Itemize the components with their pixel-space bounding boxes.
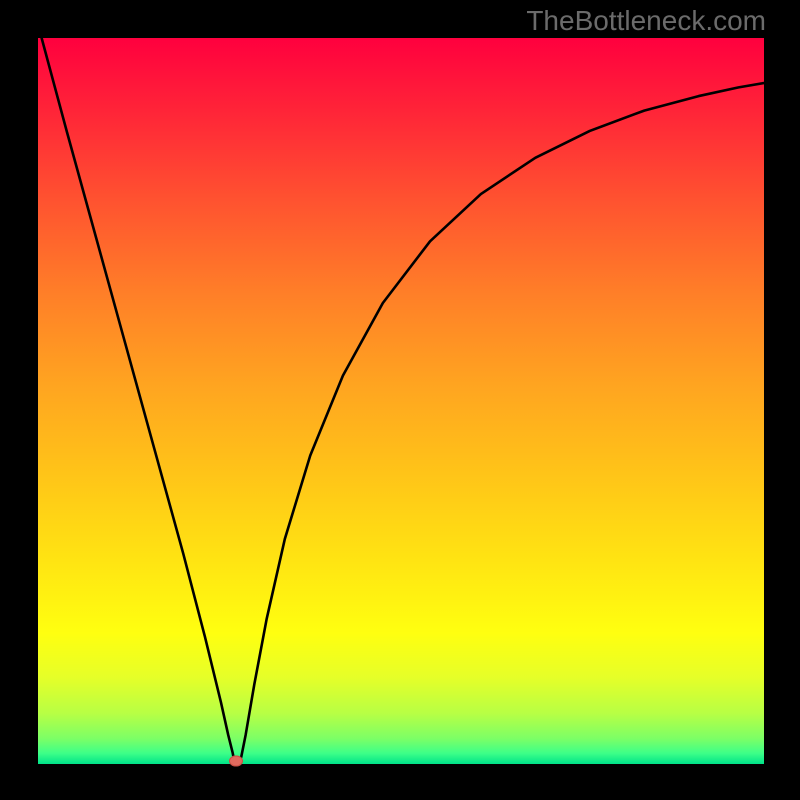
watermark-text: TheBottleneck.com: [526, 5, 766, 37]
optimum-marker: [229, 756, 243, 767]
gradient-background: [38, 38, 764, 764]
chart-stage: TheBottleneck.com: [0, 0, 800, 800]
plot-area: [38, 38, 764, 764]
